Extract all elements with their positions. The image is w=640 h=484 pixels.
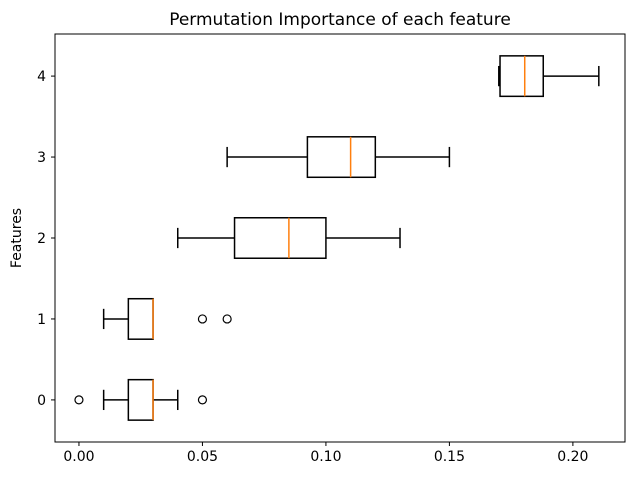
box-feature-0 <box>127 378 154 421</box>
x-tick-label: 0.05 <box>187 449 218 465</box>
outlier-feature-0 <box>74 395 84 405</box>
y-tick-label: 1 <box>37 312 46 328</box>
x-tick-label: 0.20 <box>557 449 588 465</box>
plot-area: 0.00 0.05 0.10 0.15 0.20 0 1 2 3 4 <box>37 33 626 465</box>
outlier-feature-0 <box>197 395 208 405</box>
outlier-feature-1 <box>222 314 232 324</box>
y-tick-label: 0 <box>37 393 46 409</box>
x-tick-label: 0.15 <box>434 449 465 465</box>
y-tick-label: 3 <box>37 150 46 166</box>
box-feature-3 <box>306 136 377 179</box>
outlier-feature-1 <box>197 314 208 324</box>
y-tick-label: 2 <box>37 231 46 247</box>
chart-title: Permutation Importance of each feature <box>169 10 511 30</box>
x-tick-label: 0.00 <box>63 449 94 465</box>
box-feature-2 <box>233 217 327 259</box>
y-tick-label: 4 <box>37 69 46 85</box>
x-tick-label: 0.10 <box>310 449 341 465</box>
box-feature-1 <box>127 297 154 340</box>
y-axis-label: Features <box>9 208 25 268</box>
box-feature-4 <box>499 55 545 98</box>
plot-frame <box>54 33 626 443</box>
